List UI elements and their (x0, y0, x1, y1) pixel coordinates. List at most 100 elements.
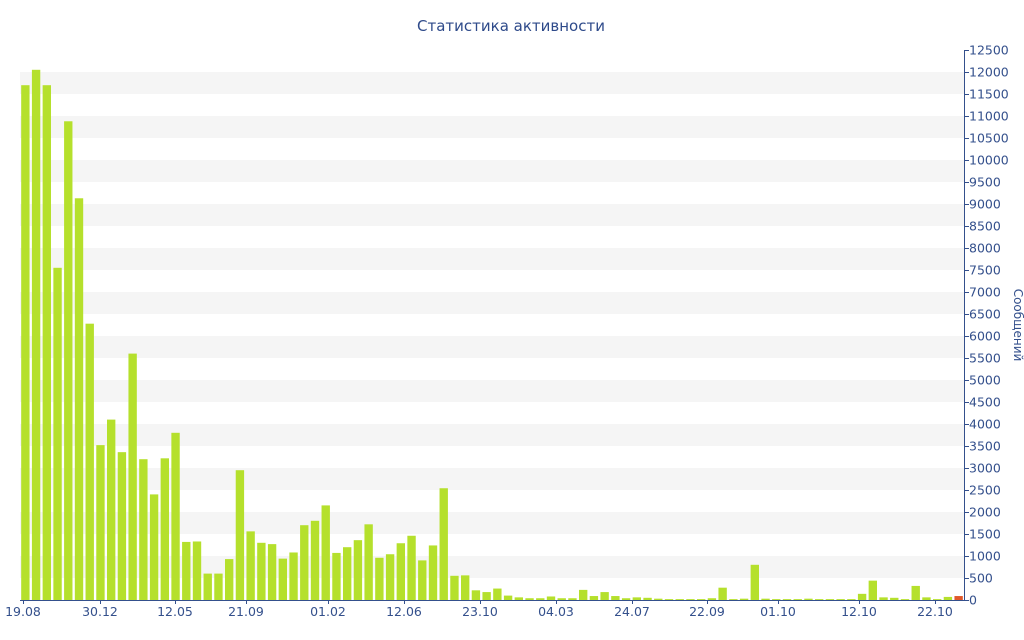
bar (461, 575, 470, 600)
bar (107, 419, 116, 600)
x-tick-label: 12.10 (841, 604, 877, 619)
bar (782, 599, 792, 600)
x-tick-label: 22.10 (917, 604, 953, 619)
bar (868, 580, 877, 600)
y-tick-label: 8500 (969, 219, 1001, 234)
x-tick-label: 01.10 (760, 604, 796, 619)
y-tick-label: 3500 (969, 439, 1001, 454)
y-tick-label: 9000 (969, 197, 1001, 212)
y-axis-ticks: 0 500 1000 1500 2000 2500 3000 3500 4000 4500 5000… (964, 43, 1009, 608)
y-tick-label: 2000 (969, 505, 1001, 520)
bar (900, 599, 910, 600)
bar (64, 121, 73, 600)
y-tick-label: 6000 (969, 329, 1001, 344)
bar (385, 554, 395, 600)
grid-band (20, 116, 964, 138)
y-tick-label: 7500 (969, 263, 1001, 278)
bar (707, 598, 717, 600)
bar (182, 541, 191, 600)
bar (439, 488, 448, 600)
bar (761, 598, 770, 600)
bar (418, 560, 427, 600)
bar (321, 505, 330, 600)
bar (353, 540, 363, 600)
x-tick-label: 12.06 (386, 604, 422, 619)
grid-band (20, 204, 964, 226)
bar (815, 599, 824, 600)
bar (654, 598, 663, 600)
bar (300, 525, 309, 600)
bar (793, 599, 802, 600)
chart-title: Статистика активности (417, 17, 605, 35)
x-tick-label: 19.08 (5, 604, 41, 619)
bar (407, 535, 416, 600)
bar (225, 559, 234, 600)
grid-bands (20, 72, 964, 578)
grid-band (20, 424, 964, 446)
grid-band (20, 72, 964, 94)
bar (847, 599, 856, 600)
y-tick-label: 11000 (969, 109, 1009, 124)
bar (879, 597, 888, 600)
bar (160, 458, 169, 600)
bar (117, 452, 127, 600)
bar (257, 542, 266, 600)
grid-band (20, 248, 964, 270)
bar (128, 353, 137, 600)
y-tick-label: 12000 (969, 65, 1009, 80)
x-tick-label: 12.05 (157, 604, 193, 619)
bar (536, 598, 545, 600)
x-tick-label: 21.09 (228, 604, 264, 619)
y-tick-label: 6500 (969, 307, 1001, 322)
x-tick-label: 01.02 (310, 604, 346, 619)
bar (579, 589, 588, 600)
bar (149, 494, 159, 600)
bar (933, 599, 942, 600)
y-tick-label: 1500 (969, 527, 1001, 542)
bar (686, 599, 695, 600)
y-tick-label: 0 (969, 593, 977, 608)
y-tick-label: 2500 (969, 483, 1001, 498)
bar (343, 547, 352, 600)
y-tick-label: 7000 (969, 285, 1001, 300)
bar (310, 520, 320, 600)
bar (278, 558, 287, 600)
x-tick-label: 23.10 (462, 604, 498, 619)
x-axis-ticks: 19.08 30.12 12.05 21.09 01.02 12.06 23.10 04.03… (5, 600, 953, 619)
y-tick-label: 11500 (969, 87, 1009, 102)
bar (246, 531, 255, 600)
bar (857, 593, 867, 600)
bar (192, 541, 202, 600)
y-tick-label: 8000 (969, 241, 1001, 256)
bar (804, 598, 813, 600)
bar (911, 585, 920, 600)
bar (139, 459, 148, 600)
x-tick-label: 24.07 (614, 604, 650, 619)
bar (568, 598, 577, 600)
bar (96, 445, 105, 600)
bar (375, 557, 384, 600)
y-tick-label: 1000 (969, 549, 1001, 564)
bar (493, 588, 502, 600)
bar (503, 595, 513, 600)
grid-band (20, 512, 964, 534)
bar (643, 597, 652, 600)
y-tick-label: 4500 (969, 395, 1001, 410)
bar (214, 573, 223, 600)
y-tick-label: 9500 (969, 175, 1001, 190)
bar (546, 596, 556, 600)
bar (74, 198, 84, 600)
y-tick-label: 10500 (969, 131, 1009, 146)
bar (954, 596, 963, 600)
bar (675, 599, 684, 600)
bar (632, 597, 641, 600)
y-tick-label: 3000 (969, 461, 1001, 476)
y-tick-label: 5500 (969, 351, 1001, 366)
bar (203, 573, 212, 600)
bar (289, 552, 298, 600)
bar (664, 599, 674, 600)
bar (611, 596, 620, 600)
bar (235, 470, 245, 600)
bar (621, 598, 631, 600)
bar (589, 596, 599, 600)
